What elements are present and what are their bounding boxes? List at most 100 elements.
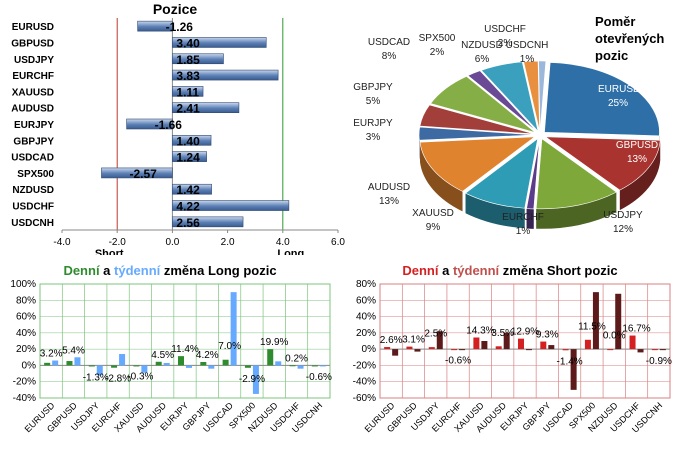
value-label: 2.41 [176, 102, 200, 116]
category-label: EURCHF [12, 71, 54, 82]
pie-slice-value-label: 25% [608, 98, 628, 109]
weekly-change-bar [481, 341, 487, 349]
pie-slice-name-label: XAUUSD [412, 208, 454, 219]
x-tick-label: 0.0 [165, 237, 179, 248]
long-annotation: Long [277, 248, 304, 255]
y-tick-label: 20% [356, 328, 376, 339]
weekly-change-bar [320, 365, 326, 366]
daily-value-label: 5.4% [62, 345, 85, 356]
daily-change-bar [473, 337, 479, 349]
ratio-pie-chart-svg: EURUSD25%GBPUSD13%USDJPY12%EURCHF1%XAUUS… [345, 0, 680, 255]
weekly-change-bar [186, 365, 192, 367]
daily-change-bar [312, 365, 318, 366]
weekly-change-bar [660, 349, 666, 350]
daily-value-label: -0.6% [306, 372, 332, 383]
category-label: USDCNH [11, 218, 54, 229]
positions-chart-title: Pozice [153, 1, 198, 17]
daily-value-label: -0.9% [646, 356, 672, 367]
weekly-change-bar [231, 292, 237, 365]
y-tick-label: 80% [356, 279, 376, 290]
y-tick-label: -40% [353, 377, 376, 388]
y-tick-label: -20% [353, 360, 376, 371]
y-tick-label: 20% [16, 344, 36, 355]
y-tick-label: 80% [16, 295, 36, 306]
daily-value-label: -0.3% [127, 372, 153, 383]
daily-value-label: 0.2% [285, 353, 308, 364]
weekly-change-bar [638, 349, 644, 352]
daily-value-label: 2.6% [380, 335, 403, 346]
change-chart-title-part: týdenní [114, 263, 161, 278]
x-tick-label: 2.0 [221, 237, 235, 248]
pie-slice-name-label: USDCHF [484, 24, 526, 35]
pie-title-line: Poměr [595, 14, 635, 29]
daily-change-bar [44, 363, 50, 366]
daily-change-bar [496, 346, 502, 349]
daily-value-label: -1.4% [557, 356, 583, 367]
weekly-change-bar [275, 361, 281, 365]
x-tick-label: -4.0 [53, 237, 71, 248]
daily-change-bar [290, 365, 296, 366]
category-label: EURJPY [14, 120, 54, 131]
daily-value-label: -2.9% [239, 374, 265, 385]
x-tick-label: 6.0 [331, 237, 345, 248]
daily-change-bar [223, 360, 229, 366]
daily-change-bar [563, 349, 569, 350]
pie-slice-name-label: USDCNH [506, 40, 549, 51]
change-chart-title-part: Denní [63, 263, 100, 278]
daily-change-bar [384, 347, 390, 349]
daily-change-bar [406, 347, 412, 350]
pie-slice-value-label: 5% [366, 96, 381, 107]
weekly-change-bar [459, 349, 465, 350]
value-label: 1.11 [176, 85, 199, 99]
pie-slice-name-label: GBPJPY [353, 82, 393, 93]
weekly-change-bar [52, 361, 58, 366]
pie-slice-value-label: 13% [627, 154, 647, 165]
daily-change-bar [429, 347, 435, 349]
daily-value-label: 16.7% [622, 324, 650, 335]
weekly-change-bar [392, 349, 398, 356]
value-label: 1.42 [176, 183, 200, 197]
pie-slice-value-label: 8% [382, 51, 397, 62]
daily-change-bar [200, 362, 206, 365]
x-tick-label: 4.0 [276, 237, 290, 248]
daily-change-bar [178, 356, 184, 365]
pie-title-line: otevřených [595, 31, 664, 46]
change-chart-title-part: změna Short pozic [499, 263, 617, 278]
value-label: 4.22 [176, 200, 200, 214]
pie-slice-name-label: USDCAD [368, 37, 410, 48]
y-tick-label: 100% [10, 279, 36, 290]
value-label: -1.66 [155, 118, 183, 132]
weekly-change-bar [119, 354, 125, 365]
value-label: -2.57 [129, 167, 157, 181]
change-chart-title: Denní a týdenní změna Short pozic [402, 263, 617, 278]
pie-slice-value-label: 1% [516, 226, 531, 237]
daily-value-label: 11.4% [171, 344, 199, 355]
daily-value-label: 4.2% [196, 350, 219, 361]
weekly-change-bar [298, 365, 304, 368]
value-label: 1.40 [176, 134, 200, 148]
weekly-change-bar [74, 357, 80, 365]
pie-slice-value-label: 6% [475, 54, 490, 65]
value-label: 3.40 [176, 36, 200, 50]
category-label: GBPUSD [11, 38, 54, 49]
change-chart-title-part: a [438, 263, 452, 278]
daily-change-bar [133, 365, 139, 366]
y-tick-label: 0% [22, 360, 37, 371]
daily-change-bar [518, 339, 524, 350]
pie-slice-name-label: EURJPY [353, 118, 393, 129]
pie-slice-name-label: USDJPY [603, 210, 643, 221]
weekly-change-bar [414, 349, 420, 351]
weekly-change-bar [571, 349, 577, 390]
daily-change-bar [245, 365, 251, 367]
short-change-chart-svg: Denní a týdenní změna Short pozic80%60%4… [340, 258, 680, 453]
y-tick-label: 40% [16, 328, 36, 339]
pie-slice [539, 61, 546, 131]
y-tick-label: 60% [16, 312, 36, 323]
value-label: 3.83 [176, 69, 200, 83]
pie-slice-name-label: EURCHF [502, 212, 544, 223]
short-annotation: Short [95, 248, 124, 255]
value-label: 2.56 [176, 216, 200, 230]
pie-slice-value-label: 12% [613, 224, 633, 235]
